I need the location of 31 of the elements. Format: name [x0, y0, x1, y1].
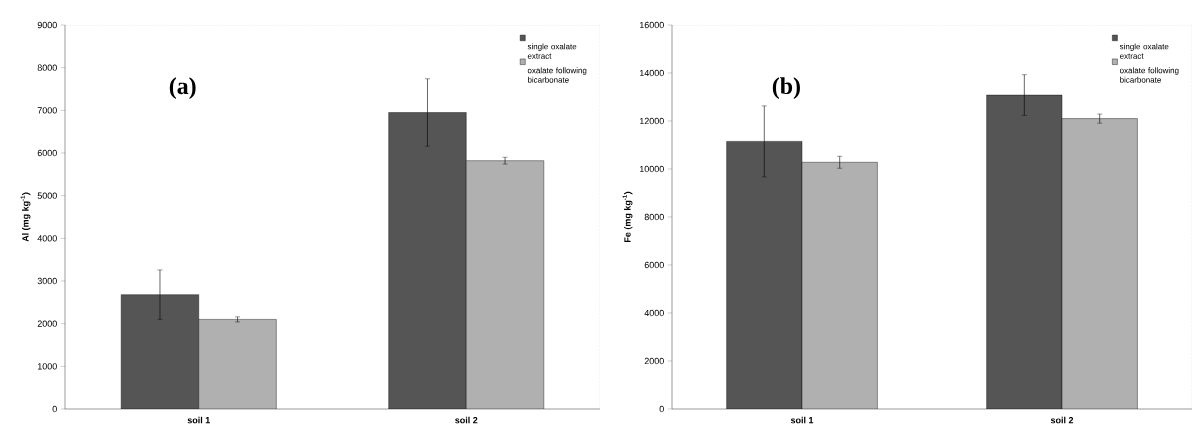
text: (b) — [772, 77, 800, 99]
bar — [121, 294, 199, 409]
y-tick-label: 6000 — [644, 261, 664, 269]
y-tick-label: 0 — [52, 405, 57, 413]
bar — [388, 112, 467, 409]
y-tick-label: 6000 — [37, 149, 57, 157]
y-tick-label: 2000 — [644, 357, 664, 365]
y-tick-label: 3000 — [37, 277, 57, 285]
text: Al (mg kg$^{-1}$) — [20, 192, 31, 242]
y-tick-label: 7000 — [37, 107, 57, 114]
text: Fe (mg kg$^{-1}$) — [622, 191, 633, 242]
y-tick-label: 14000 — [639, 69, 664, 77]
y-tick-label: 8000 — [37, 64, 57, 71]
bar — [466, 160, 545, 409]
y-tick-label: 4000 — [644, 309, 664, 317]
y-tick-label: 9000 — [37, 21, 57, 29]
y-tick-label: 16000 — [639, 21, 664, 29]
y-tick-label: 4000 — [37, 235, 57, 242]
y-tick-label: 0 — [659, 405, 664, 413]
y-tick-label: 8000 — [644, 213, 664, 221]
y-tick-label: 5000 — [37, 192, 57, 199]
x-tick-label: soil 1 — [187, 416, 210, 424]
y-tick-label: 10000 — [639, 165, 664, 173]
text: (a) — [169, 77, 196, 99]
bar — [198, 319, 277, 409]
x-tick-label: soil 2 — [1050, 416, 1074, 424]
x-tick-label: soil 1 — [790, 416, 814, 424]
x-tick-label: soil 2 — [455, 416, 478, 424]
y-tick-label: 1000 — [37, 363, 57, 370]
y-tick-label: 2000 — [37, 320, 57, 327]
y-tick-label: 12000 — [639, 117, 664, 125]
